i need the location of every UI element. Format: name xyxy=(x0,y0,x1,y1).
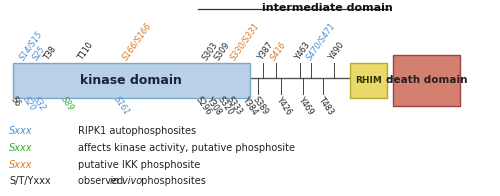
Text: S333: S333 xyxy=(224,95,244,117)
Text: RIPK1 autophosphosites: RIPK1 autophosphosites xyxy=(78,126,196,136)
Text: S166/S166: S166/S166 xyxy=(121,21,154,62)
Text: affects kinase activity, putative phosphosite: affects kinase activity, putative phosph… xyxy=(78,143,294,153)
Text: putative IKK phosphosite: putative IKK phosphosite xyxy=(78,160,200,170)
FancyBboxPatch shape xyxy=(350,63,388,98)
Text: S25: S25 xyxy=(31,44,48,62)
Text: kinase domain: kinase domain xyxy=(80,74,182,87)
Text: Sxxx: Sxxx xyxy=(9,143,32,153)
Text: S470/S471: S470/S471 xyxy=(304,21,337,62)
Text: S296: S296 xyxy=(194,95,212,117)
Text: S309: S309 xyxy=(212,40,232,62)
Text: death domain: death domain xyxy=(386,75,467,85)
Text: T483: T483 xyxy=(316,95,336,116)
Text: intermediate domain: intermediate domain xyxy=(262,3,393,13)
FancyBboxPatch shape xyxy=(12,63,250,98)
Text: S20: S20 xyxy=(22,95,38,113)
Text: S89: S89 xyxy=(60,95,76,113)
Text: Sxxx: Sxxx xyxy=(9,160,32,170)
Text: S14/S15: S14/S15 xyxy=(18,29,44,62)
Text: in vivo: in vivo xyxy=(110,176,142,186)
Text: Y426: Y426 xyxy=(274,95,293,116)
Text: S416: S416 xyxy=(270,40,289,62)
Text: Y384: Y384 xyxy=(240,95,260,116)
Text: T38: T38 xyxy=(42,44,58,62)
Text: Y469: Y469 xyxy=(296,95,316,116)
Text: S32: S32 xyxy=(31,95,48,113)
Text: RHIM: RHIM xyxy=(356,76,382,85)
Text: observed: observed xyxy=(78,176,126,186)
FancyBboxPatch shape xyxy=(392,55,460,106)
Text: Y387: Y387 xyxy=(256,40,275,62)
Text: S389: S389 xyxy=(251,95,270,117)
Text: S161: S161 xyxy=(112,95,132,117)
Text: S303: S303 xyxy=(201,40,220,62)
Text: phosphosites: phosphosites xyxy=(138,176,206,186)
Text: Y463: Y463 xyxy=(294,40,312,62)
Text: S330/S331: S330/S331 xyxy=(228,21,261,62)
Text: Sxxx: Sxxx xyxy=(9,126,32,136)
Text: Y308: Y308 xyxy=(204,95,224,116)
Text: S320: S320 xyxy=(216,95,234,117)
Text: Y490: Y490 xyxy=(328,40,346,62)
Text: T110: T110 xyxy=(76,40,95,62)
Text: S/T/Yxxx: S/T/Yxxx xyxy=(9,176,50,186)
Text: S6: S6 xyxy=(8,95,22,109)
